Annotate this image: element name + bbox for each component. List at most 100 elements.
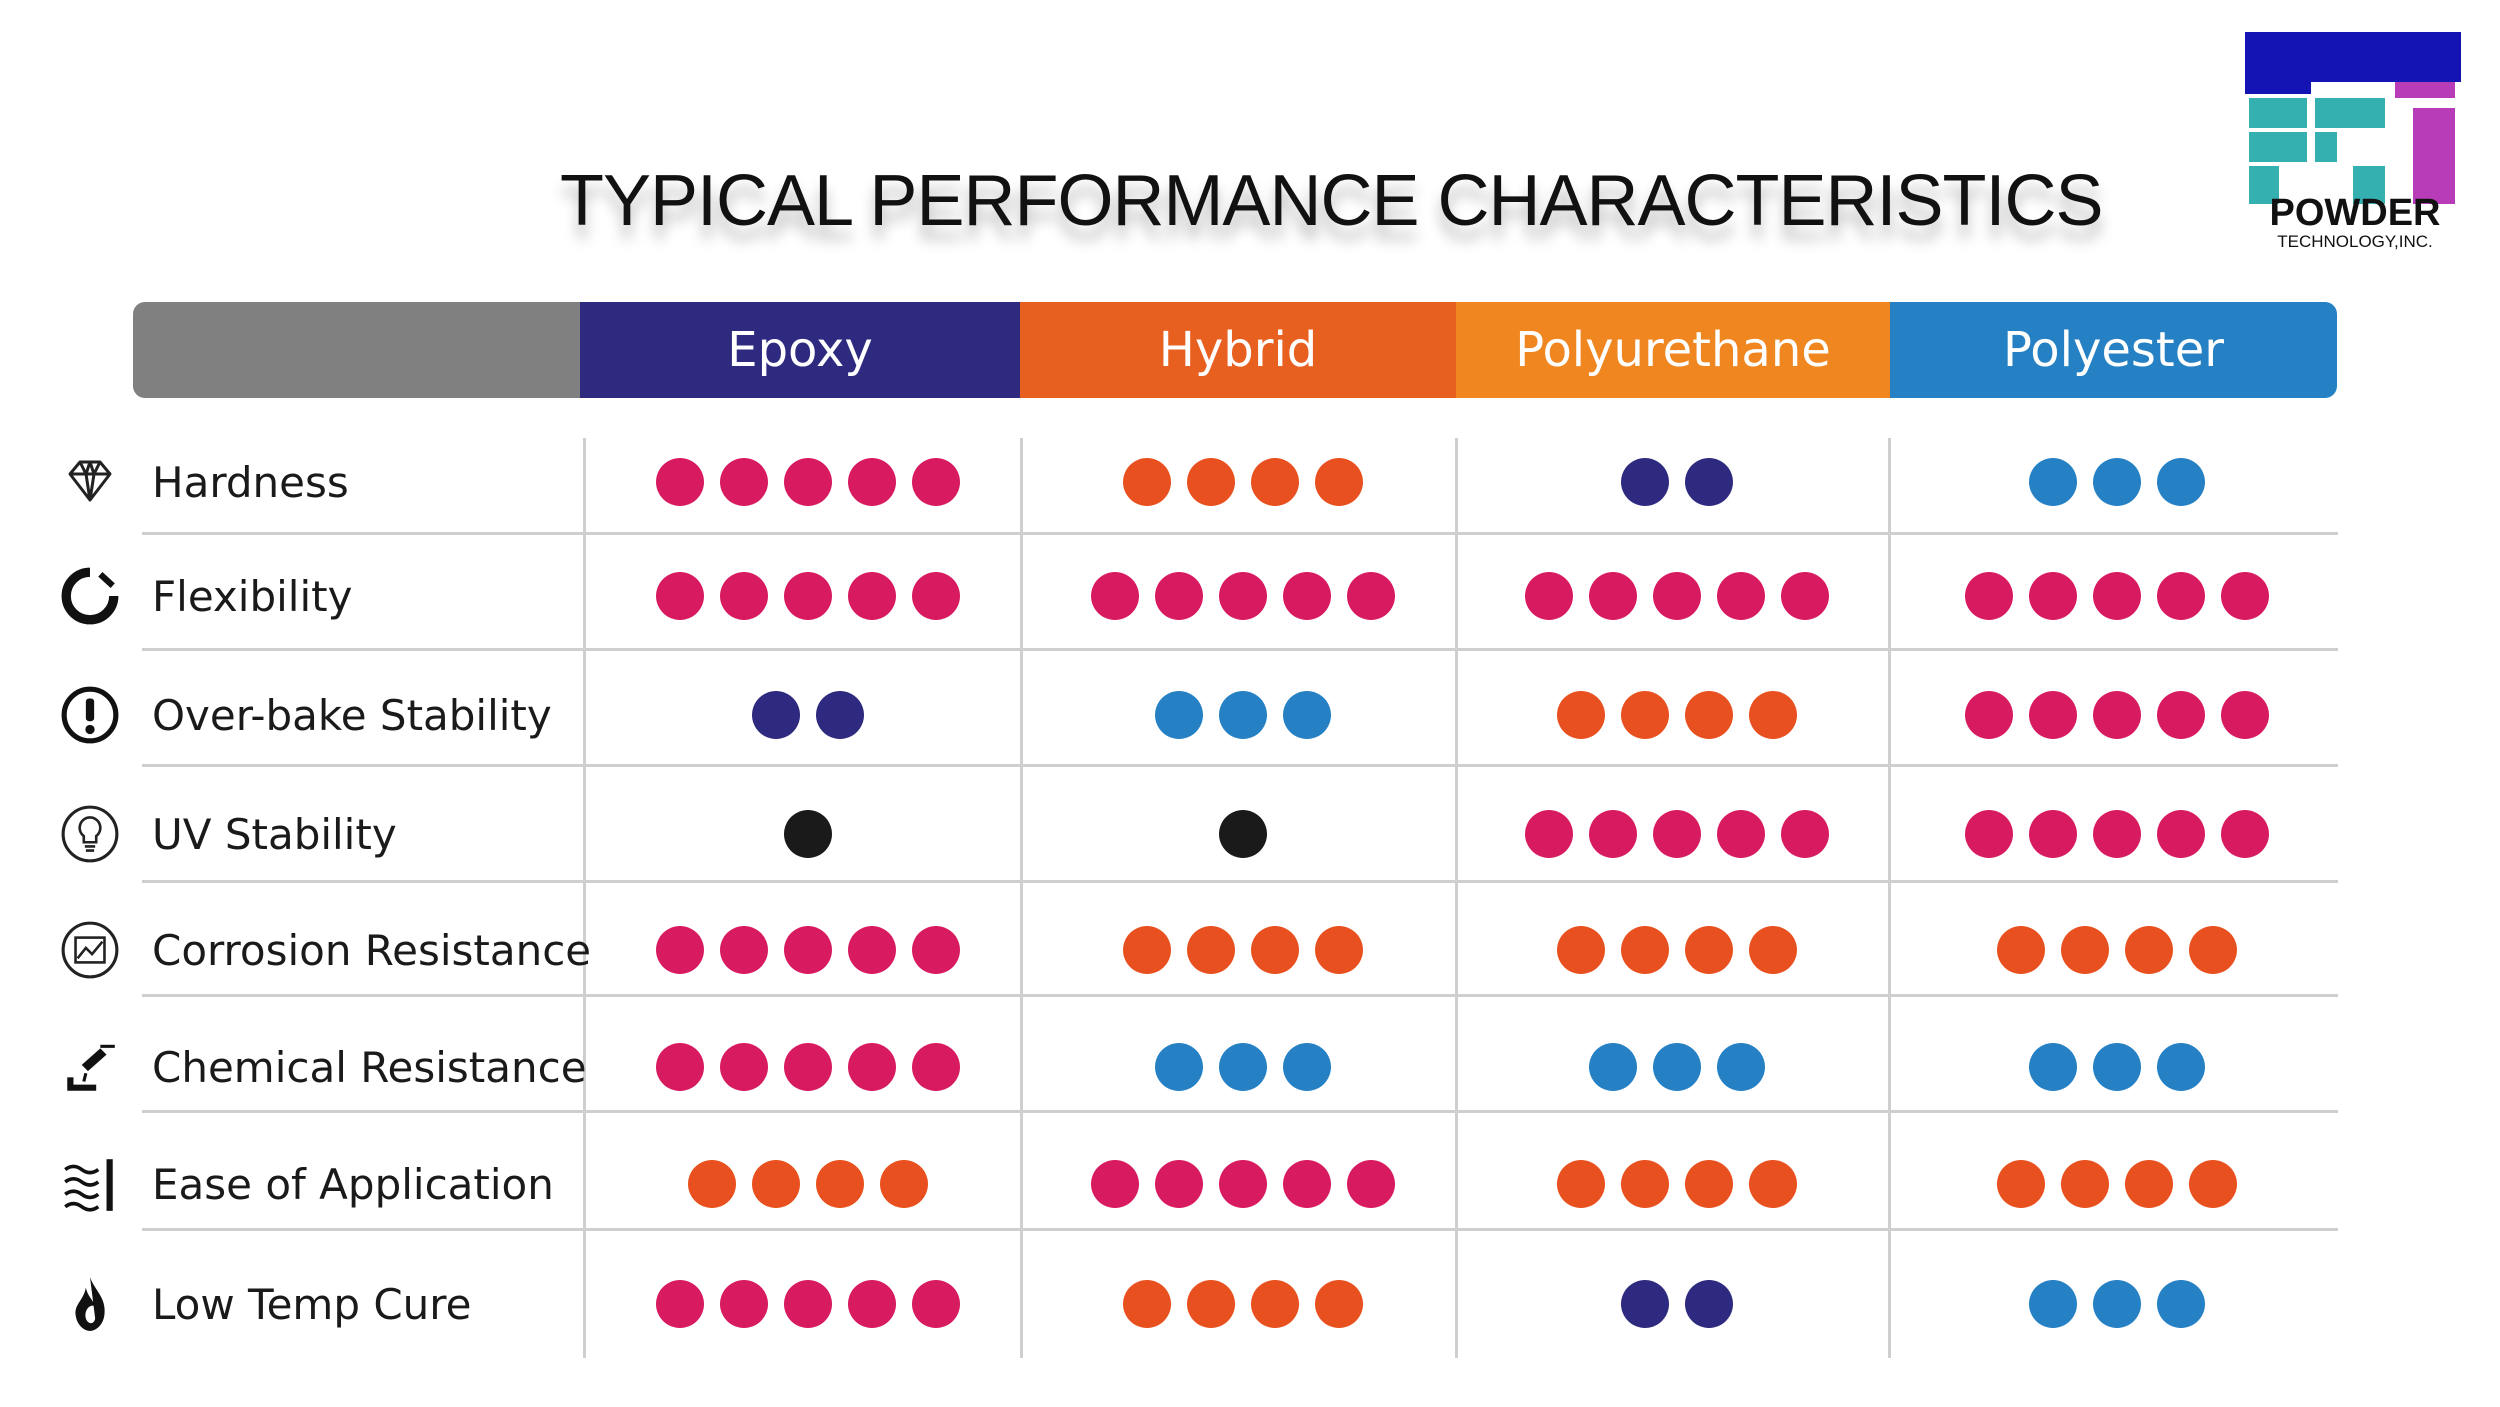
rating-dot [1123, 458, 1171, 506]
rating-dot [1251, 458, 1299, 506]
rating-dot [1589, 810, 1637, 858]
rating-cell [1025, 1043, 1461, 1091]
chemical-pour-icon [52, 1029, 128, 1105]
rating-dot [1557, 691, 1605, 739]
rating-cell [588, 572, 1028, 620]
column-header-bar: Epoxy Hybrid Polyurethane Polyester [133, 302, 2337, 398]
rating-dot [656, 572, 704, 620]
rating-cell [1897, 458, 2337, 506]
rating-cell [1025, 1160, 1461, 1208]
rating-dot [880, 1160, 928, 1208]
rating-dot [1525, 572, 1573, 620]
rating-dot [1621, 1280, 1669, 1328]
row-label: Flexibility [152, 571, 353, 621]
rating-cell [1025, 810, 1461, 858]
rating-dot [1781, 810, 1829, 858]
rating-dot [2029, 458, 2077, 506]
rating-dot [912, 1280, 960, 1328]
row-label: Low Temp Cure [152, 1279, 472, 1329]
row-divider [142, 994, 2338, 997]
rating-dot [1187, 1280, 1235, 1328]
rating-dot [1589, 1043, 1637, 1091]
row-label: UV Stability [152, 809, 397, 859]
rating-cell [1025, 1280, 1461, 1328]
column-divider [1455, 438, 1458, 1358]
rating-dot [1685, 691, 1733, 739]
rating-cell [588, 1160, 1028, 1208]
rating-dot [1717, 810, 1765, 858]
rating-dot [848, 1280, 896, 1328]
rating-dot [1155, 1160, 1203, 1208]
row-label: Over-bake Stability [152, 690, 552, 740]
rating-cell [1460, 1280, 1894, 1328]
rating-cell [1460, 1043, 1894, 1091]
rating-cell [1897, 1160, 2337, 1208]
rating-dot [1347, 572, 1395, 620]
rating-dot [2093, 810, 2141, 858]
logo-subtitle: TECHNOLOGY,INC. [2277, 232, 2433, 251]
rating-cell [1460, 458, 1894, 506]
row-label: Corrosion Resistance [152, 925, 592, 975]
row-divider [142, 648, 2338, 651]
rating-dot [1525, 810, 1573, 858]
row-divider [142, 764, 2338, 767]
rating-dot [784, 926, 832, 974]
rating-dot [1251, 926, 1299, 974]
column-header-hybrid: Hybrid [1020, 302, 1456, 398]
rating-cell [588, 926, 1028, 974]
rating-dot [1653, 810, 1701, 858]
rating-dot [1717, 572, 1765, 620]
rating-dot [1685, 1160, 1733, 1208]
page-title: TYPICAL PERFORMANCE CHARACTERISTICS [560, 161, 2104, 241]
row-label: Chemical Resistance [152, 1042, 587, 1092]
rating-dot [912, 572, 960, 620]
row-divider [142, 880, 2338, 883]
rating-cell [1897, 810, 2337, 858]
rating-dot [784, 1043, 832, 1091]
rating-dot [1123, 1280, 1171, 1328]
column-divider [1020, 438, 1023, 1358]
rating-dot [1283, 1043, 1331, 1091]
waves-icon [52, 1146, 128, 1222]
rating-dot [784, 458, 832, 506]
exclamation-circle-icon [52, 677, 128, 753]
rating-dot [656, 458, 704, 506]
rating-dot [1965, 810, 2013, 858]
row-divider [142, 532, 2338, 535]
column-header-polyurethane: Polyurethane [1456, 302, 1890, 398]
logo-name: POWDER [2269, 192, 2441, 234]
row-divider [142, 1110, 2338, 1113]
rating-dot [2157, 458, 2205, 506]
rating-dot [1123, 926, 1171, 974]
rating-dot [1749, 1160, 1797, 1208]
flexibility-ring-icon [52, 558, 128, 634]
rating-dot [2093, 458, 2141, 506]
rating-dot [720, 1280, 768, 1328]
rating-dot [1557, 926, 1605, 974]
pti-logo-mark [2245, 32, 2461, 208]
column-header-epoxy: Epoxy [580, 302, 1020, 398]
rating-dot [1621, 458, 1669, 506]
rating-cell [588, 810, 1028, 858]
rating-cell [588, 1043, 1028, 1091]
rating-cell [1025, 926, 1461, 974]
rating-dot [1997, 1160, 2045, 1208]
rating-dot [1749, 691, 1797, 739]
rating-dot [2125, 1160, 2173, 1208]
rating-dot [2189, 1160, 2237, 1208]
rating-dot [1187, 926, 1235, 974]
rating-dot [2221, 691, 2269, 739]
rating-cell [1897, 691, 2337, 739]
rating-dot [1965, 572, 2013, 620]
rating-dot [2093, 691, 2141, 739]
rating-dot [1315, 926, 1363, 974]
rating-dot [1557, 1160, 1605, 1208]
rating-cell [1460, 691, 1894, 739]
rating-cell [1897, 572, 2337, 620]
rating-dot [784, 1280, 832, 1328]
rating-dot [1091, 1160, 1139, 1208]
rating-dot [1621, 1160, 1669, 1208]
rating-dot [1091, 572, 1139, 620]
rating-dot [656, 926, 704, 974]
rating-dot [720, 1043, 768, 1091]
